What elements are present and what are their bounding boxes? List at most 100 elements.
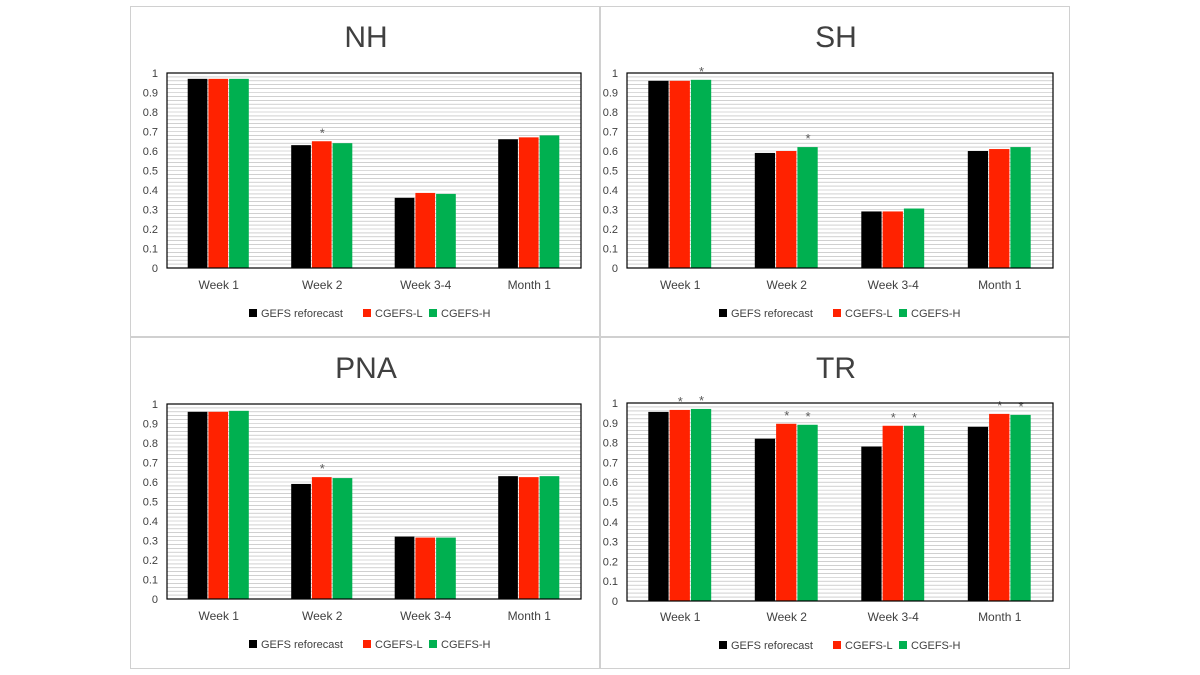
tr-x-tick-label: Week 3-4 xyxy=(868,610,919,624)
nh-y-tick-label: 0.5 xyxy=(143,166,158,178)
tr-significance-marker: * xyxy=(806,409,811,424)
tr-y-tick-label: 0.6 xyxy=(603,477,618,489)
pna-legend-label: CGEFS-L xyxy=(375,639,423,651)
sh-bar xyxy=(1010,147,1031,268)
tr-y-tick-label: 0.7 xyxy=(603,457,618,469)
nh-y-tick-label: 0.8 xyxy=(143,107,158,119)
nh-bar xyxy=(415,192,436,268)
tr-bar xyxy=(967,426,989,601)
sh-plot-frame xyxy=(626,72,1054,269)
sh-legend: GEFS reforecast CGEFS-L CGEFS-H xyxy=(719,308,961,320)
tr-bar xyxy=(989,413,1010,601)
nh-y-tick-label: 1 xyxy=(152,68,158,80)
pna-bar xyxy=(291,483,311,599)
tr-significance-marker: * xyxy=(997,398,1002,413)
pna-legend-swatch xyxy=(249,640,257,648)
nh-legend-swatch xyxy=(249,309,257,317)
nh-bar xyxy=(539,135,560,268)
chart-grid: NH 0 0.1 0.2 0.3 0.4 0.5 0.6 0.7 0.8 0.9 1 * Week 1 We… xyxy=(130,6,1070,669)
nh-legend-label: CGEFS-H xyxy=(441,308,491,320)
sh-x-tick-label: Week 3-4 xyxy=(868,278,919,292)
tr-y-tick-label: 0.1 xyxy=(603,576,618,588)
sh-significance-marker: * xyxy=(699,64,704,79)
pna-plot-frame xyxy=(166,403,582,600)
sh-y-tick-label: 0.2 xyxy=(603,224,618,236)
tr-chart-title: TR xyxy=(816,352,856,385)
tr-plot-frame xyxy=(626,402,1054,602)
sh-legend-swatch xyxy=(899,309,907,317)
chart-panel-tr: TR 0 0.1 0.2 0.3 0.4 0.5 0.6 0.7 0.8 0.9 1 * * * * * * * * W… xyxy=(600,337,1070,669)
tr-y-tick-label: 0 xyxy=(612,596,618,608)
tr-bar xyxy=(776,423,797,601)
nh-bar xyxy=(518,137,539,268)
nh-chart-title: NH xyxy=(344,21,387,54)
sh-y-tick-label: 0.5 xyxy=(603,166,618,178)
tr-significance-marker: * xyxy=(678,394,683,409)
tr-y-tick-label: 0.2 xyxy=(603,556,618,568)
nh-legend-label: CGEFS-L xyxy=(375,308,423,320)
pna-bar xyxy=(415,537,436,599)
pna-bar xyxy=(311,477,332,599)
tr-legend-label: CGEFS-L xyxy=(845,640,893,652)
tr-bar xyxy=(754,438,776,601)
pna-chart-svg: PNA 0 0.1 0.2 0.3 0.4 0.5 0.6 0.7 0.8 0.9 1 * Week 1 W… xyxy=(143,352,582,651)
nh-x-tick-label: Week 2 xyxy=(302,278,343,292)
sh-y-tick-label: 0.9 xyxy=(603,88,618,100)
pna-legend: GEFS reforecast CGEFS-L CGEFS-H xyxy=(249,639,491,651)
pna-x-tick-label: Month 1 xyxy=(508,609,552,623)
sh-legend-label: GEFS reforecast xyxy=(731,308,813,320)
nh-bar xyxy=(394,197,415,268)
pna-chart-title: PNA xyxy=(335,352,397,385)
nh-y-tick-label: 0.3 xyxy=(143,205,158,217)
nh-y-tick-label: 0 xyxy=(152,263,158,275)
pna-bar xyxy=(187,411,208,599)
sh-significance-marker: * xyxy=(806,131,811,146)
pna-bar xyxy=(208,411,229,599)
pna-legend-label: CGEFS-H xyxy=(441,639,491,651)
pna-y-tick-label: 0.1 xyxy=(143,575,158,587)
tr-chart-svg: TR 0 0.1 0.2 0.3 0.4 0.5 0.6 0.7 0.8 0.9 1 * * * * * * * * W… xyxy=(603,352,1054,652)
sh-bar xyxy=(797,147,818,268)
nh-significance-marker: * xyxy=(320,125,325,140)
sh-x-tick-label: Week 1 xyxy=(660,278,701,292)
pna-bar xyxy=(436,537,456,599)
pna-bar xyxy=(394,536,415,599)
tr-y-tick-label: 0.4 xyxy=(603,517,618,529)
sh-legend-label: CGEFS-L xyxy=(845,308,893,320)
nh-legend-swatch xyxy=(363,309,371,317)
sh-bar xyxy=(861,211,882,268)
chart-panel-nh: NH 0 0.1 0.2 0.3 0.4 0.5 0.6 0.7 0.8 0.9 1 * Week 1 We… xyxy=(130,6,600,337)
nh-x-tick-label: Week 3-4 xyxy=(400,278,451,292)
tr-legend-label: GEFS reforecast xyxy=(731,640,813,652)
pna-y-tick-label: 0.3 xyxy=(143,536,158,548)
nh-y-tick-label: 0.4 xyxy=(143,185,158,197)
tr-legend: GEFS reforecast CGEFS-L CGEFS-H xyxy=(719,640,961,652)
nh-bar xyxy=(187,78,208,268)
nh-bar xyxy=(311,141,332,268)
tr-bar xyxy=(861,446,882,601)
sh-y-tick-label: 0.1 xyxy=(603,244,618,256)
nh-plot-frame xyxy=(166,72,582,269)
nh-legend-swatch xyxy=(429,309,437,317)
nh-bar xyxy=(332,143,353,268)
nh-chart-svg: NH 0 0.1 0.2 0.3 0.4 0.5 0.6 0.7 0.8 0.9 1 * Week 1 We… xyxy=(143,21,582,320)
tr-x-tick-label: Week 2 xyxy=(767,610,808,624)
nh-bar xyxy=(291,145,311,268)
tr-y-tick-label: 0.3 xyxy=(603,537,618,549)
pna-bar xyxy=(518,477,539,599)
pna-bar xyxy=(498,476,518,599)
sh-bar xyxy=(967,151,989,268)
pna-x-tick-label: Week 1 xyxy=(199,609,240,623)
sh-y-tick-label: 0.3 xyxy=(603,205,618,217)
tr-bar xyxy=(797,424,818,601)
tr-significance-marker: * xyxy=(891,410,896,425)
sh-x-tick-label: Month 1 xyxy=(978,278,1022,292)
pna-legend-swatch xyxy=(429,640,437,648)
pna-y-tick-label: 0.9 xyxy=(143,419,158,431)
pna-bar xyxy=(539,476,560,599)
nh-bar xyxy=(436,193,456,268)
sh-bar xyxy=(669,80,690,268)
tr-bar xyxy=(882,425,903,601)
nh-y-tick-label: 0.6 xyxy=(143,146,158,158)
tr-significance-marker: * xyxy=(784,408,789,423)
